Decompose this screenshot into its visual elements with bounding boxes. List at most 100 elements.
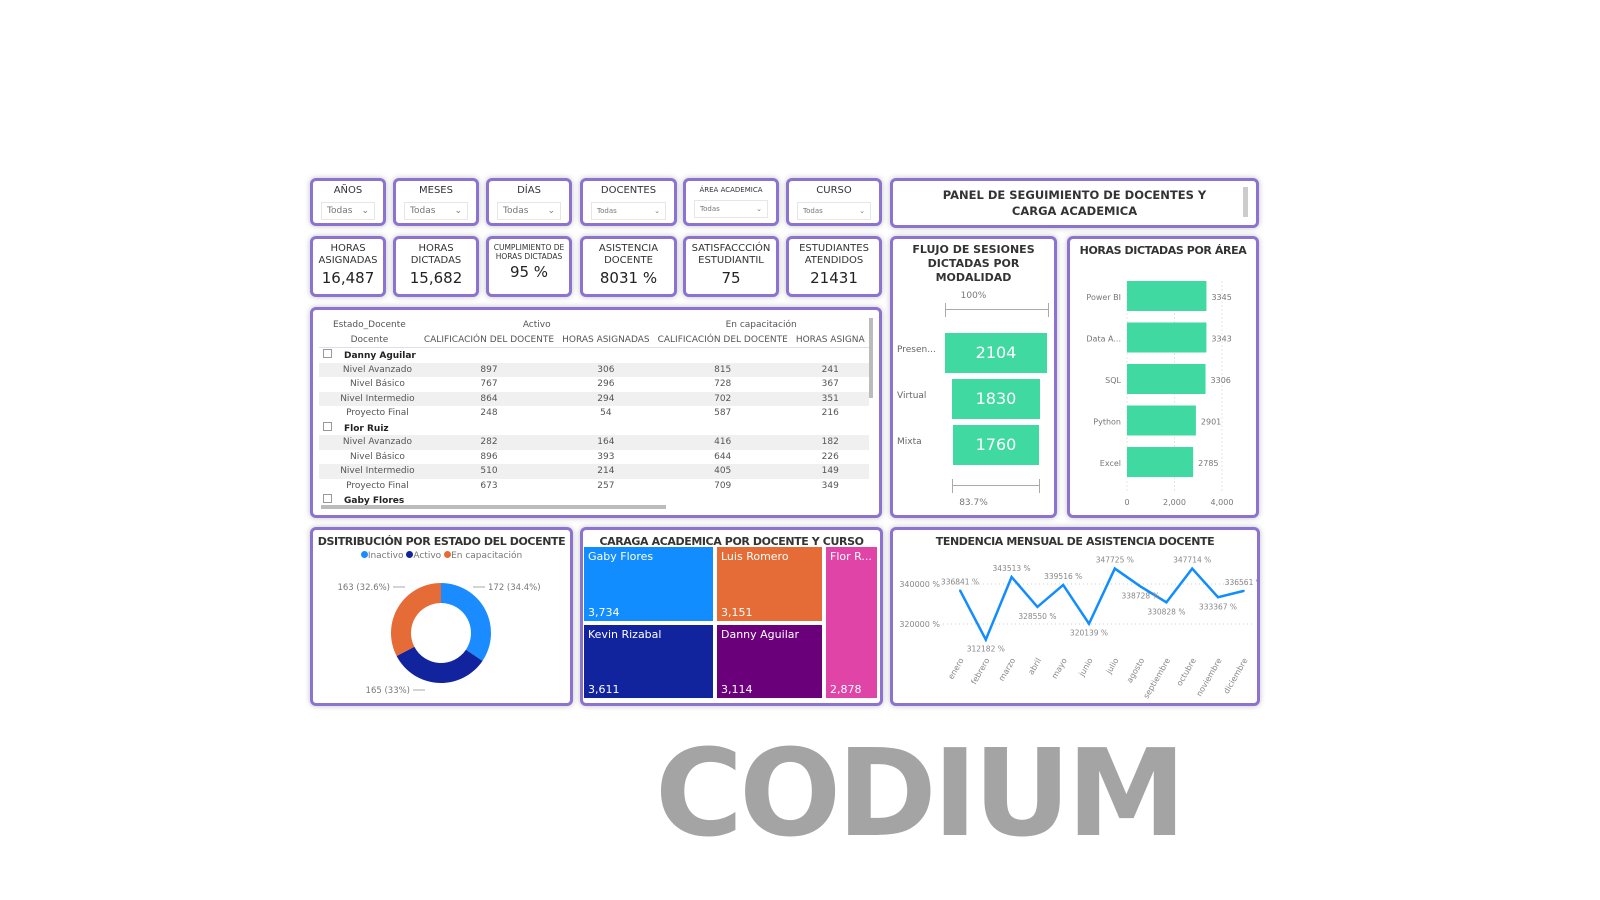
treemap-tile[interactable]: Flor R... 2,878 [825,546,878,699]
legend-dot-icon [360,551,368,558]
x-tick-label: 2,000 [1163,498,1186,507]
table-row: Proyecto Final 248 54 587 216 [319,406,869,421]
treemap-card: CARAGA ACADEMICA POR DOCENTE Y CURSO Gab… [580,527,883,706]
slicer-value: Todas [803,207,823,215]
slicer-dropdown[interactable]: Todas ⌄ [404,202,468,220]
slicer-1: MESES Todas ⌄ [393,178,479,226]
funnel-bar[interactable]: 1760 [953,425,1039,465]
x-tick-label: mayo [1050,656,1069,680]
slicer-dropdown[interactable]: Todas ⌄ [321,202,375,220]
table-row: Nivel Intermedio 864 294 702 351 [319,391,869,406]
treemap-tile[interactable]: Luis Romero 3,151 [716,546,823,622]
treemap-tile[interactable]: Gaby Flores 3,734 [583,546,714,622]
collapse-icon[interactable] [323,421,332,431]
slice-label: 163 (32.6%) [337,583,390,593]
tile-name: Flor R... [830,550,872,563]
kpi-label: SATISFACCCIÓN ESTUDIANTIL [691,243,771,266]
data-label: 347725 % [1096,556,1134,565]
slicer-label: DÍAS [517,185,541,196]
table-cell: 164 [558,435,654,450]
legend-item[interactable]: Inactivo [360,551,404,561]
y-tick-label: 320000 % [899,620,940,629]
data-label: 3345 [1211,293,1231,302]
teacher-name: Gaby Flores [344,496,405,507]
row-header: Docente [350,334,389,345]
table-cell: 709 [714,480,732,491]
bar [1127,281,1207,311]
data-label: 328550 % [1018,612,1056,621]
treemap-tile[interactable]: Danny Aguilar 3,114 [716,624,823,699]
x-tick-label: octubre [1175,656,1198,687]
slice-label: 165 (33%) [366,686,410,696]
table-cell: 349 [821,480,839,491]
slicer-dropdown[interactable]: Todas ⌄ [497,202,561,220]
table-row: Nivel Básico 767 296 728 367 [319,377,869,392]
x-tick-label: abril [1026,657,1043,677]
slicer-value: Todas [503,206,529,216]
data-label: 347714 % [1173,556,1211,565]
scrollbar[interactable] [1243,187,1248,217]
table-cell: 367 [821,379,839,390]
line-chart-card: TENDENCIA MENSUAL DE ASISTENCIA DOCENTE … [890,527,1260,706]
table-cell: 897 [419,362,559,377]
table-cell: Proyecto Final [346,480,409,491]
group-header: Activo [522,320,551,331]
tile-name: Gaby Flores [588,550,654,563]
chevron-down-icon: ⌄ [859,207,865,215]
kpi-value: 16,487 [321,269,375,287]
collapse-icon[interactable] [323,494,332,504]
page-title: PANEL DE SEGUIMIENTO DE DOCENTES Y CARGA… [942,188,1207,218]
funnel-stage-label: Virtual [897,391,927,401]
slicer-label: DOCENTES [600,185,657,196]
table-cell: 226 [821,451,839,462]
column-header[interactable]: CALIFICACIÓN DEL DOCENTE [657,334,788,345]
tile-value: 2,878 [830,683,862,696]
x-tick-label: noviembre [1195,656,1224,698]
x-tick-label: marzo [997,656,1017,682]
legend-item[interactable]: Activo [406,551,441,561]
funnel-stage-label: Presen... [897,345,936,355]
legend-item[interactable]: En capacitación [444,551,522,561]
kpi-value: 21431 [810,269,858,287]
kpi-value: 15,682 [409,269,463,287]
tile-name: Kevin Rizabal [588,628,662,641]
line-series [958,566,1245,643]
data-label: 330828 % [1147,607,1185,616]
collapse-icon[interactable] [323,349,332,359]
kpi-card-2: CUMPLIMIENTO DE HORAS DICTADAS 95 % [486,236,572,297]
table-cell: Nivel Intermedio [319,464,420,479]
data-point [1113,567,1116,570]
funnel-bar[interactable]: 1830 [951,379,1041,419]
kpi-label: CUMPLIMIENTO DE HORAS DICTADAS [493,243,565,261]
data-point [1242,589,1245,592]
category-label: Python [1093,418,1121,427]
table-cell: 149 [791,464,869,479]
column-header[interactable]: HORAS ASIGNA [795,334,865,345]
horizontal-scrollbar[interactable] [321,505,666,509]
column-header[interactable]: CALIFICACIÓN DEL DOCENTE [423,334,555,345]
slicer-dropdown[interactable]: Todas ⌄ [694,200,768,218]
slicer-dropdown[interactable]: Todas ⌄ [797,202,871,220]
funnel-bar[interactable]: 2104 [945,333,1047,373]
watermark: CODIUM [655,725,1186,864]
data-label: 3306 [1211,376,1231,385]
table-cell: 864 [419,391,559,406]
data-point [1062,583,1065,586]
funnel-card: FLUJO DE SESIONES DICTADAS POR MODALIDAD… [890,236,1057,518]
column-header[interactable]: HORAS ASIGNADAS [562,334,650,345]
treemap-title: CARAGA ACADEMICA POR DOCENTE Y CURSO [599,535,864,548]
slicer-dropdown[interactable]: Todas ⌄ [591,202,666,220]
donut-slice [391,583,441,656]
chevron-down-icon: ⌄ [654,207,660,215]
slicer-label: MESES [419,185,453,196]
table-cell: 306 [558,362,654,377]
table-cell: 216 [821,408,839,419]
data-label: 333367 % [1199,602,1237,611]
table-cell: 510 [419,464,559,479]
row-header: Estado_Docente [333,320,406,331]
vertical-scrollbar[interactable] [869,318,873,398]
data-label: 338728 % [1122,592,1160,601]
treemap-tile[interactable]: Kevin Rizabal 3,611 [583,624,714,699]
data-point [1217,596,1219,599]
